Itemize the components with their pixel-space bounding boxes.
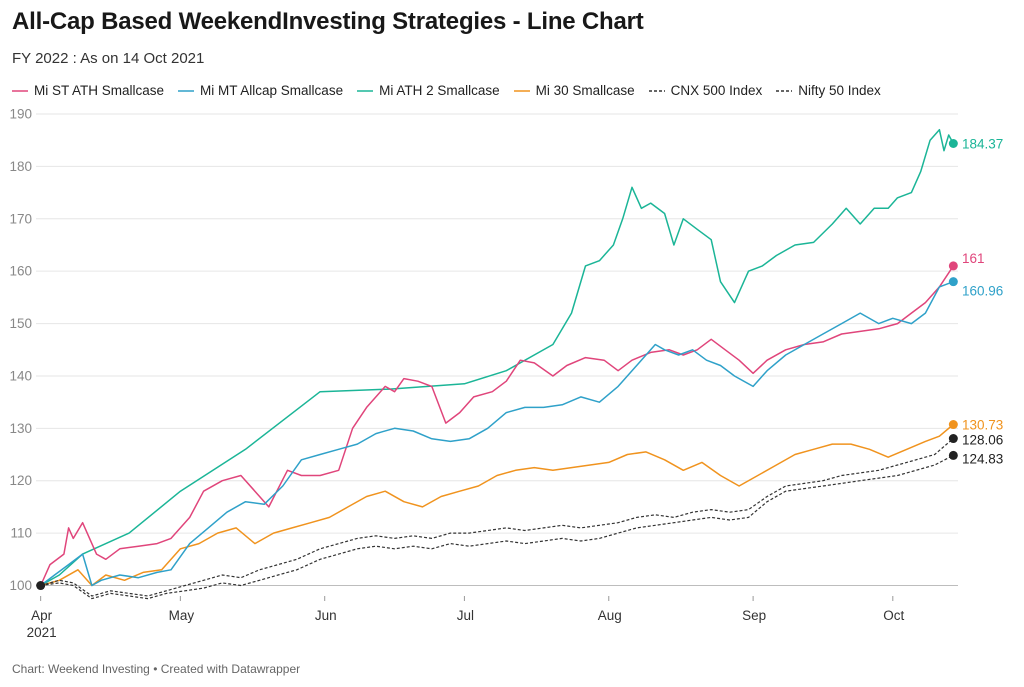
legend-label: Mi 30 Smallcase	[535, 83, 635, 98]
end-value-label: 130.73	[962, 418, 1003, 433]
end-marker	[948, 138, 958, 148]
y-tick-label: 120	[9, 473, 32, 488]
end-value-label: 160.96	[962, 284, 1003, 299]
legend-label: Mi ST ATH Smallcase	[34, 83, 165, 98]
series-line-mi-st-ath-smallcase	[40, 265, 954, 586]
x-tick-label: Jul	[457, 608, 474, 623]
grid	[36, 113, 958, 587]
start-marker	[36, 581, 46, 591]
x-tick-label: Aug	[598, 608, 622, 623]
legend-swatch	[12, 89, 28, 92]
end-marker	[948, 420, 958, 430]
end-marker	[948, 434, 958, 444]
end-value-label: 184.37	[962, 136, 1003, 151]
legend-swatch	[776, 89, 793, 92]
x-tick-label: Sep	[742, 608, 766, 623]
y-tick-label: 170	[9, 211, 32, 226]
legend-item: Nifty 50 Index	[776, 83, 881, 98]
end-value-label: 124.83	[962, 451, 1003, 466]
legend: Mi ST ATH Smallcase Mi MT Allcap Smallcas…	[12, 83, 881, 98]
legend-swatch	[357, 89, 374, 92]
end-marker	[948, 261, 958, 271]
axes: 100 110 120 130 140 150 160 170 180 190 Apr 2021 May…	[9, 107, 904, 641]
series-line-mi-ath-2-smallcase	[40, 128, 954, 587]
chart-subtitle: FY 2022 : As on 14 Oct 2021	[12, 50, 205, 67]
y-tick-label: 110	[10, 526, 32, 541]
end-value-label: 161	[962, 251, 985, 266]
series-lines	[40, 128, 954, 600]
legend-swatch	[513, 89, 530, 92]
x-tick-label: Oct	[883, 608, 904, 623]
series-line-mi-mt-allcap-smallcase	[40, 280, 954, 587]
legend-swatch	[178, 89, 195, 92]
legend-label: Mi MT Allcap Smallcase	[200, 83, 344, 98]
x-tick-label: Jun	[315, 608, 337, 623]
chart-title: All-Cap Based WeekendInvesting Strategie…	[12, 8, 644, 35]
y-tick-label: 190	[9, 107, 32, 122]
legend-item: CNX 500 Index	[648, 83, 763, 98]
y-tick-label: 130	[9, 421, 32, 436]
y-tick-label: 150	[9, 316, 32, 331]
legend-item: Mi ST ATH Smallcase	[12, 83, 164, 98]
x-tick-label: Apr	[31, 608, 53, 623]
end-markers	[36, 138, 958, 591]
end-value-label: 128.06	[962, 433, 1003, 448]
legend-label: Nifty 50 Index	[798, 83, 881, 98]
end-marker	[948, 450, 958, 460]
legend-swatch	[648, 89, 665, 92]
chart-credit: Chart: Weekend Investing • Created with …	[12, 662, 301, 676]
legend-item: Mi MT Allcap Smallcase	[178, 83, 343, 98]
legend-label: CNX 500 Index	[670, 83, 763, 98]
end-marker	[948, 277, 958, 287]
series-line-nifty-50-index	[40, 454, 954, 600]
y-tick-label: 100	[9, 578, 32, 593]
x-tick-label: May	[169, 608, 195, 623]
y-tick-label: 180	[9, 159, 32, 174]
y-tick-label: 160	[9, 264, 32, 279]
x-tick-sublabel: 2021	[27, 625, 57, 640]
legend-item: Mi ATH 2 Smallcase	[357, 83, 500, 98]
legend-item: Mi 30 Smallcase	[513, 83, 635, 98]
y-tick-label: 140	[9, 368, 32, 383]
series-line-cnx-500-index	[40, 438, 954, 597]
legend-label: Mi ATH 2 Smallcase	[379, 83, 500, 98]
